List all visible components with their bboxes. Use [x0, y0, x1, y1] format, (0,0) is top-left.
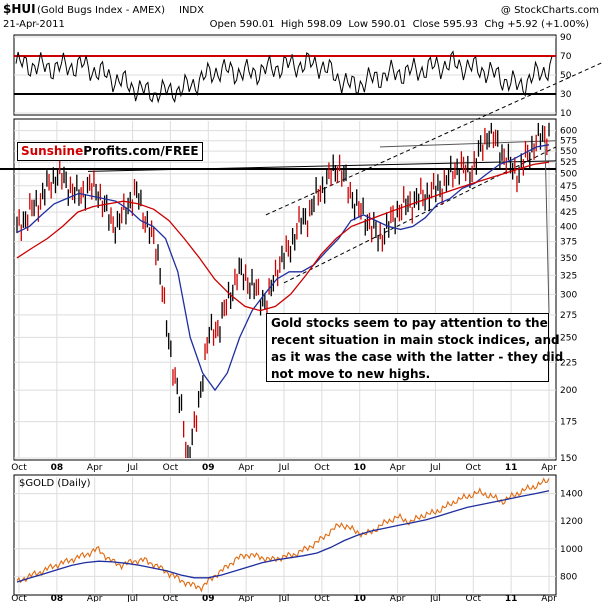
x-tick-label: 09	[202, 594, 215, 602]
annotation-line: as it was the case with the latter - the…	[271, 350, 564, 364]
x-tick-label: 08	[51, 594, 64, 602]
x-tick-label: 11	[505, 594, 518, 602]
x-tick-label: Apr	[390, 463, 406, 473]
x-tick-label: 11	[505, 463, 518, 473]
x-tick-label: Oct	[163, 463, 179, 473]
x-tick-label: Jul	[278, 594, 290, 602]
gold-moving-average	[16, 490, 550, 583]
x-tick-label: Jul	[429, 463, 441, 473]
rsi-tick-label: 70	[560, 52, 572, 62]
moving-average-long	[16, 161, 550, 312]
chart-symbol: $HUI	[3, 2, 36, 16]
x-tick-label: Oct	[314, 594, 330, 602]
flat-resistance-line	[87, 160, 557, 172]
hui-series	[0, 62, 602, 458]
hui-tick-label: 325	[560, 271, 577, 281]
gold-tick-label: 1000	[560, 545, 583, 555]
x-tick-label: Apr	[238, 594, 254, 602]
x-tick-label: 10	[353, 594, 366, 602]
annotation-box: Gold stocks seem to pay attention to the…	[266, 313, 564, 382]
hui-tick-label: 450	[560, 195, 577, 205]
gold-series	[16, 477, 550, 593]
hui-tick-label: 600	[560, 127, 577, 137]
upper-flat-line	[379, 140, 557, 148]
x-tick-label: Oct	[314, 463, 330, 473]
annotation-line: recent situation in main stock indices, …	[271, 333, 560, 347]
hui-panel	[13, 118, 557, 461]
x-tick-label: Apr	[87, 463, 103, 473]
hui-tick-label: 175	[560, 418, 577, 428]
hui-tick-label: 425	[560, 208, 577, 218]
brand-red-text: Sunshine	[21, 144, 84, 158]
hui-tick-label: 375	[560, 238, 577, 248]
chart-ohlc: Open 590.01 High 598.09 Low 590.01 Close…	[210, 19, 589, 30]
hui-tick-label: 400	[560, 222, 577, 232]
hui-tick-label: 250	[560, 333, 577, 343]
chart-subtitle: (Gold Bugs Index - AMEX)	[37, 5, 165, 16]
callout-pointer	[544, 140, 550, 314]
annotation-line: Gold stocks seem to pay attention to the	[271, 316, 548, 330]
x-tick-label: Jul	[278, 463, 290, 473]
hui-tick-label: 275	[560, 311, 577, 321]
x-tick-label: 09	[202, 463, 215, 473]
rsi-tick-label: 90	[560, 33, 572, 43]
chart-index-type: INDX	[179, 5, 204, 16]
x-tick-label: 08	[51, 463, 64, 473]
hui-tick-label: 300	[560, 290, 577, 300]
x-tick-label: Apr	[541, 594, 557, 602]
x-tick-label: Oct	[11, 463, 27, 473]
hui-tick-label: 525	[560, 158, 577, 168]
hui-tick-label: 575	[560, 137, 577, 147]
rsi-tick-label: 50	[560, 71, 572, 81]
x-tick-label: Apr	[541, 463, 557, 473]
gold-price-line	[16, 477, 550, 593]
x-tick-label: 10	[353, 463, 366, 473]
x-tick-label: Oct	[466, 594, 482, 602]
gold-panel-title: $GOLD (Daily)	[19, 478, 91, 489]
tick-labels: 10 30 50 70 90 150 175 200 225 250 275 300 325 350 375…	[11, 33, 583, 602]
brand-label: SunshineProfits.com/FREE	[17, 142, 203, 161]
chart-credit: @ StockCharts.com	[501, 5, 599, 16]
annotation-line: not move to new highs.	[271, 367, 431, 381]
gold-tick-label: 800	[560, 572, 577, 582]
rsi-tick-label: 30	[560, 90, 572, 100]
x-tick-label: Oct	[163, 594, 179, 602]
x-tick-label: Jul	[126, 594, 138, 602]
rsi-line	[15, 50, 553, 104]
hui-tick-label: 200	[560, 386, 577, 396]
x-tick-label: Apr	[87, 594, 103, 602]
x-tick-label: Jul	[126, 463, 138, 473]
x-tick-label: Apr	[390, 594, 406, 602]
hui-tick-label: 225	[560, 358, 577, 368]
moving-average-short	[16, 144, 550, 392]
hui-tick-label: 150	[560, 454, 577, 464]
gold-tick-label: 1200	[560, 517, 583, 527]
x-tick-label: Oct	[11, 594, 27, 602]
x-tick-label: Oct	[466, 463, 482, 473]
channel-upper-line	[265, 62, 602, 216]
hui-tick-label: 475	[560, 182, 577, 192]
rsi-series	[14, 50, 556, 104]
hui-tick-label: 550	[560, 147, 577, 157]
hui-tick-label: 500	[560, 170, 577, 180]
rsi-tick-label: 10	[560, 109, 572, 119]
chart-date: 21-Apr-2011	[3, 19, 65, 30]
gold-panel	[13, 474, 557, 596]
x-tick-label: Apr	[238, 463, 254, 473]
hui-tick-label: 350	[560, 254, 577, 264]
gold-tick-label: 1400	[560, 490, 583, 500]
brand-black-text: Profits.com/FREE	[83, 144, 199, 158]
x-tick-label: Jul	[429, 594, 441, 602]
